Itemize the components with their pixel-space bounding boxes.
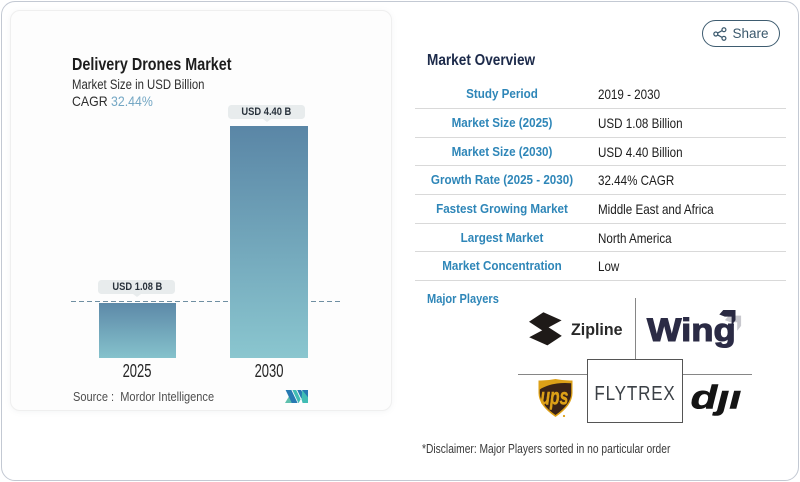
- svg-text:ups: ups: [541, 385, 569, 411]
- svg-text:dȷı: dȷı: [691, 379, 742, 416]
